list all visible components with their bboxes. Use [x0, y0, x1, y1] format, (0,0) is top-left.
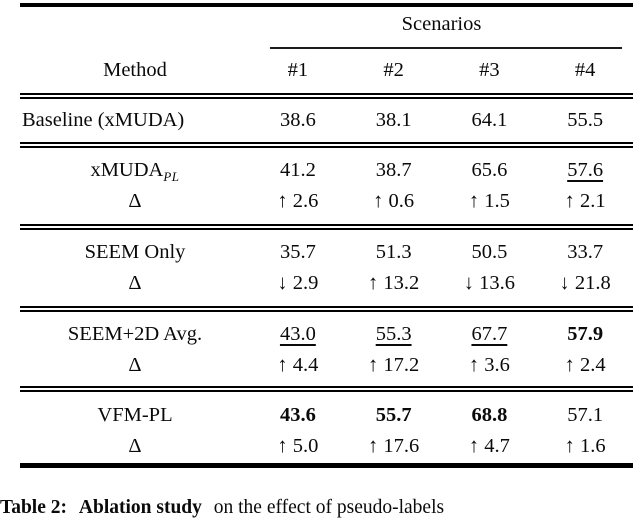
delta-cell: ↓ 13.6 — [463, 271, 515, 294]
value-cell: 57.1 — [567, 403, 604, 426]
value-cell: 38.6 — [279, 108, 316, 131]
delta-row: Δ ↑ 2.6 ↑ 0.6 ↑ 1.5 ↑ 2.1 — [20, 186, 633, 217]
scenarios-underline-rule — [270, 47, 622, 49]
delta-cell: ↑ 2.1 — [564, 189, 606, 212]
caption-tag: Table 2: — [0, 496, 68, 518]
delta-row: Δ ↓ 2.9 ↑ 13.2 ↓ 13.6 ↓ 21.8 — [20, 268, 633, 299]
delta-cell: ↑ 1.5 — [468, 189, 510, 212]
delta-cell: ↑ 4.4 — [277, 353, 319, 376]
method-column-header: Method — [103, 59, 167, 81]
method-cell: SEEM Only — [84, 240, 186, 263]
delta-cell: ↑ 3.6 — [468, 353, 510, 376]
method-cell: SEEM+2D Avg. — [67, 322, 203, 345]
delta-symbol: Δ — [128, 271, 142, 294]
section-divider-rule — [20, 385, 633, 392]
delta-cell: ↑ 13.2 — [368, 271, 420, 294]
col-header-4: #4 — [574, 59, 596, 81]
paper-table-figure: Scenarios Method #1 #2 #3 #4 Baseline (x… — [0, 3, 636, 520]
value-cell: 35.7 — [279, 240, 316, 263]
section-seem-only: SEEM Only 35.7 51.3 50.5 33.7 Δ ↓ 2.9 ↑ … — [20, 230, 633, 306]
table-row: xMUDAPL 41.2 38.7 65.6 57.6 — [20, 155, 633, 186]
value-cell: 65.6 — [471, 158, 508, 181]
value-cell: 38.1 — [375, 108, 412, 131]
method-cell: Baseline (xMUDA) — [22, 108, 185, 131]
method-subscript: PL — [163, 168, 180, 184]
table-bottom-rule — [20, 462, 633, 468]
delta-cell: ↑ 0.6 — [373, 189, 415, 212]
caption-title: Ablation study — [78, 496, 202, 518]
value-cell: 41.2 — [279, 158, 316, 181]
col-header-3: #3 — [479, 59, 500, 81]
delta-cell: ↓ 21.8 — [559, 271, 611, 294]
table-caption: Table 2: Ablation study on the effect of… — [0, 495, 636, 520]
method-cell: xMUDAPL — [20, 155, 250, 186]
section-seem-2d-avg: SEEM+2D Avg. 43.0 55.3 67.7 57.9 Δ ↑ 4.4… — [20, 312, 633, 386]
value-cell: 38.7 — [375, 158, 412, 181]
table-row: Baseline (xMUDA) 38.6 38.1 64.1 55.5 — [20, 105, 633, 136]
caption-text: on the effect of pseudo-labels — [213, 496, 445, 518]
section-divider-rule — [20, 305, 633, 312]
section-divider-rule — [20, 92, 633, 99]
delta-symbol: Δ — [128, 434, 142, 457]
value-cell-bold: 57.9 — [567, 322, 604, 345]
scenarios-header-row: Scenarios — [20, 7, 633, 49]
scenarios-label: Scenarios — [401, 12, 482, 35]
delta-row: Δ ↑ 4.4 ↑ 17.2 ↑ 3.6 ↑ 2.4 — [20, 350, 633, 381]
value-cell: 64.1 — [471, 108, 508, 131]
value-cell-bold: 43.6 — [279, 403, 316, 426]
table-row: SEEM Only 35.7 51.3 50.5 33.7 — [20, 237, 633, 268]
value-cell: 51.3 — [375, 240, 412, 263]
value-cell: 50.5 — [471, 240, 508, 263]
value-cell: 57.6 — [537, 155, 633, 186]
delta-cell: ↑ 5.0 — [277, 434, 319, 457]
section-divider-rule — [20, 223, 633, 230]
delta-symbol: Δ — [128, 353, 142, 376]
table-row: VFM-PL 43.6 55.7 68.8 57.1 — [20, 400, 633, 431]
value-cell: 67.7 — [442, 319, 538, 350]
delta-row: Δ ↑ 5.0 ↑ 17.6 ↑ 4.7 ↑ 1.6 — [20, 431, 633, 462]
delta-cell: ↑ 4.7 — [468, 434, 510, 457]
col-header-1: #1 — [287, 59, 309, 81]
column-header-row: Method #1 #2 #3 #4 — [20, 49, 633, 93]
method-label: xMUDA — [90, 158, 164, 181]
section-divider-rule — [20, 141, 633, 148]
ablation-table: Scenarios Method #1 #2 #3 #4 Baseline (x… — [20, 3, 633, 468]
value-cell: 33.7 — [567, 240, 604, 263]
underlined-value: 57.6 — [567, 158, 604, 181]
delta-cell: ↓ 2.9 — [277, 271, 319, 294]
delta-cell: ↑ 17.6 — [368, 434, 420, 457]
col-header-2: #2 — [383, 59, 404, 81]
section-vfm-pl: VFM-PL 43.6 55.7 68.8 57.1 Δ ↑ 5.0 ↑ 17.… — [20, 392, 633, 463]
underlined-value: 43.0 — [279, 322, 316, 345]
underlined-value: 67.7 — [471, 322, 508, 345]
table-top-rule — [20, 3, 633, 7]
value-cell: 55.3 — [346, 319, 442, 350]
section-xmuda-pl: xMUDAPL 41.2 38.7 65.6 57.6 Δ ↑ 2.6 ↑ 0.… — [20, 148, 633, 224]
value-cell: 43.0 — [250, 319, 346, 350]
underlined-value: 55.3 — [375, 322, 412, 345]
delta-cell: ↑ 2.6 — [277, 189, 319, 212]
delta-cell: ↑ 17.2 — [368, 353, 420, 376]
value-cell-bold: 55.7 — [375, 403, 412, 426]
delta-symbol: Δ — [128, 189, 142, 212]
table-row: SEEM+2D Avg. 43.0 55.3 67.7 57.9 — [20, 319, 633, 350]
method-cell: VFM-PL — [97, 403, 173, 426]
delta-cell: ↑ 1.6 — [564, 434, 606, 457]
delta-cell: ↑ 2.4 — [564, 353, 606, 376]
value-cell-bold: 68.8 — [471, 403, 508, 426]
scenarios-group-header: Scenarios — [250, 7, 633, 49]
section-baseline: Baseline (xMUDA) 38.6 38.1 64.1 55.5 — [20, 99, 633, 142]
value-cell: 55.5 — [567, 108, 604, 131]
